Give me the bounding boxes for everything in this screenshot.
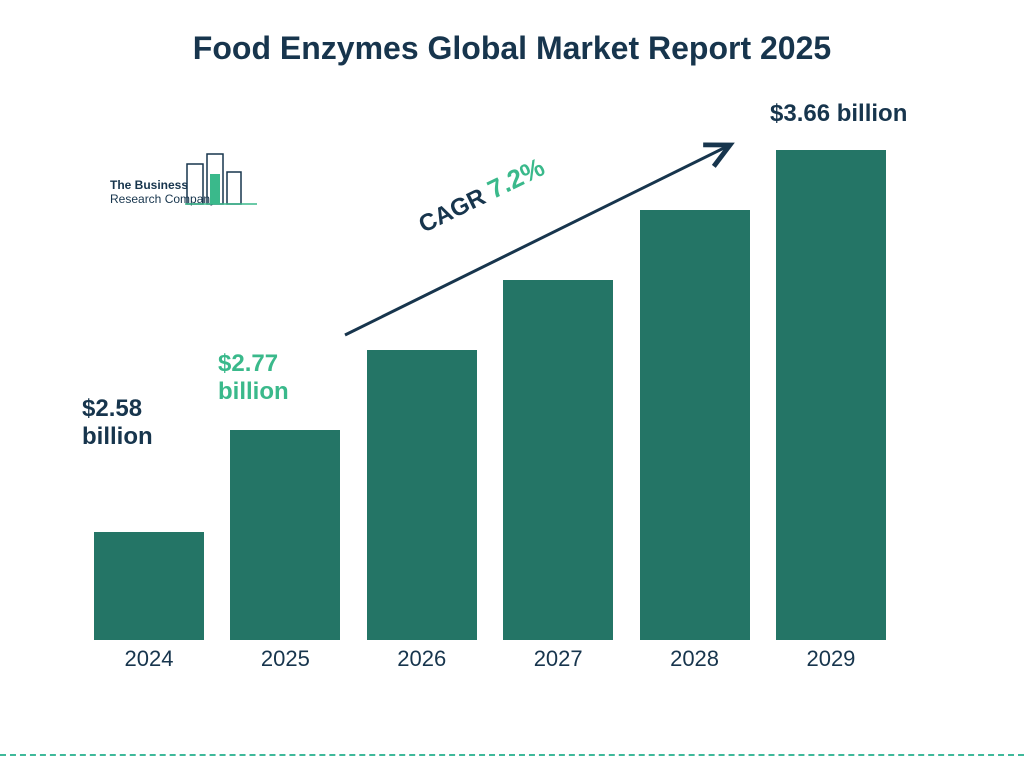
bar-container: 2024 2025 2026 2027 2028 2029 (90, 140, 890, 640)
val: $3.66 billion (770, 100, 907, 127)
bar (367, 350, 477, 640)
val: $2.58 (82, 395, 142, 422)
bottom-dashed-divider (0, 754, 1024, 756)
x-label: 2029 (772, 646, 890, 672)
unit: billion (82, 423, 153, 450)
bar-2024: 2024 (90, 532, 208, 640)
data-label-2029: $3.66 billion (770, 100, 907, 128)
data-label-2025: $2.77 billion (218, 350, 289, 405)
bar-2028: 2028 (636, 210, 754, 640)
bar-2029: 2029 (772, 150, 890, 640)
bar (230, 430, 340, 640)
unit: billion (218, 378, 289, 405)
x-label: 2024 (90, 646, 208, 672)
x-label: 2025 (226, 646, 344, 672)
bar (776, 150, 886, 640)
bar (640, 210, 750, 640)
bar-2027: 2027 (499, 280, 617, 640)
data-label-2024: $2.58 billion (82, 395, 153, 450)
chart-title: Food Enzymes Global Market Report 2025 (0, 30, 1024, 67)
bar-2025: 2025 (226, 430, 344, 640)
chart-area: 2024 2025 2026 2027 2028 2029 (90, 130, 930, 680)
bar (503, 280, 613, 640)
x-label: 2027 (499, 646, 617, 672)
x-label: 2026 (363, 646, 481, 672)
val: $2.77 (218, 350, 278, 377)
x-label: 2028 (636, 646, 754, 672)
bar-2026: 2026 (363, 350, 481, 640)
bar (94, 532, 204, 640)
